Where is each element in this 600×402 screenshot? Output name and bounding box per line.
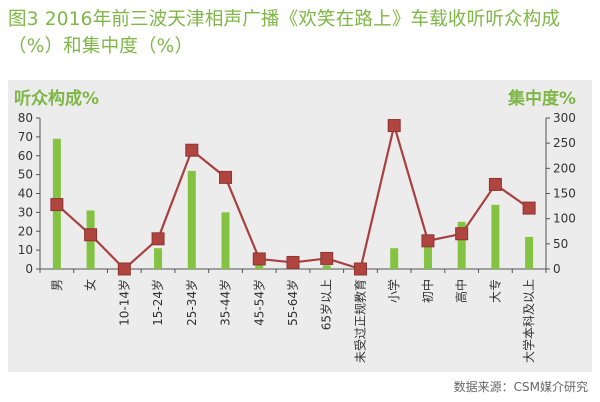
y-right-tick-label: 0 bbox=[553, 262, 561, 276]
line-marker bbox=[387, 119, 401, 133]
line-marker bbox=[455, 227, 469, 241]
bar bbox=[423, 244, 432, 269]
y-left-tick-label: 70 bbox=[18, 130, 33, 144]
y-right-tick-label: 150 bbox=[553, 187, 576, 201]
y-left-axis-label: 听众构成% bbox=[14, 88, 99, 109]
bar bbox=[457, 221, 466, 269]
x-tick-label: 10-14岁 bbox=[116, 279, 131, 326]
x-tick-label: 65岁以上 bbox=[319, 279, 334, 330]
x-tick-label: 25-34岁 bbox=[184, 279, 199, 326]
y-right-axis-label: 集中度% bbox=[507, 88, 576, 109]
x-tick-label: 35-44岁 bbox=[218, 279, 233, 326]
y-right-tick-label: 250 bbox=[553, 136, 576, 150]
bar bbox=[187, 170, 196, 269]
line-marker bbox=[353, 262, 367, 276]
x-tick-label: 大专 bbox=[487, 279, 502, 303]
y-left-tick-label: 20 bbox=[18, 224, 33, 238]
data-source: 数据来源：CSM媒介研究 bbox=[453, 380, 588, 394]
x-tick-label: 大学本科及以上 bbox=[521, 279, 536, 363]
bar bbox=[255, 263, 264, 269]
line-marker bbox=[522, 201, 536, 215]
x-tick-label: 未受过正规教育 bbox=[352, 279, 367, 363]
bar bbox=[221, 212, 230, 269]
x-tick-label: 小学 bbox=[386, 279, 401, 303]
y-right-tick-label: 50 bbox=[553, 237, 568, 251]
y-left-tick-label: 10 bbox=[18, 243, 33, 257]
x-tick-label: 初中 bbox=[420, 279, 435, 303]
line-marker bbox=[50, 198, 64, 212]
x-tick-label: 男 bbox=[50, 279, 64, 291]
bar bbox=[491, 204, 500, 269]
line-marker bbox=[151, 232, 165, 246]
line-marker bbox=[488, 177, 502, 191]
y-left-tick-label: 50 bbox=[18, 168, 33, 182]
x-tick-label: 高中 bbox=[454, 279, 469, 303]
line-marker bbox=[219, 170, 233, 184]
y-left-tick-label: 30 bbox=[18, 205, 33, 219]
line-marker bbox=[421, 234, 435, 248]
bar bbox=[525, 236, 534, 269]
bar bbox=[322, 265, 331, 269]
line-marker bbox=[185, 143, 199, 157]
bar bbox=[390, 248, 399, 269]
figure-title: 图3 2016年前三波天津相声广播《欢笑在路上》车载收听听众构成（%）和集中度（… bbox=[8, 9, 561, 57]
x-tick-label: 女 bbox=[83, 279, 98, 291]
bar bbox=[154, 248, 163, 269]
y-right-tick-label: 300 bbox=[553, 111, 576, 125]
x-tick-label: 45-54岁 bbox=[251, 279, 266, 326]
line-marker bbox=[117, 262, 131, 276]
line-marker bbox=[320, 251, 334, 265]
y-left-tick-label: 0 bbox=[25, 262, 33, 276]
x-tick-label: 55-64岁 bbox=[285, 279, 300, 326]
y-right-tick-label: 100 bbox=[553, 212, 576, 226]
y-left-tick-label: 60 bbox=[18, 149, 33, 163]
line-marker bbox=[286, 255, 300, 269]
line-marker bbox=[252, 252, 266, 266]
y-left-tick-label: 80 bbox=[18, 111, 33, 125]
x-tick-label: 15-24岁 bbox=[150, 279, 165, 326]
y-right-tick-label: 200 bbox=[553, 161, 576, 175]
y-left-tick-label: 40 bbox=[18, 187, 33, 201]
line-marker bbox=[84, 228, 98, 242]
